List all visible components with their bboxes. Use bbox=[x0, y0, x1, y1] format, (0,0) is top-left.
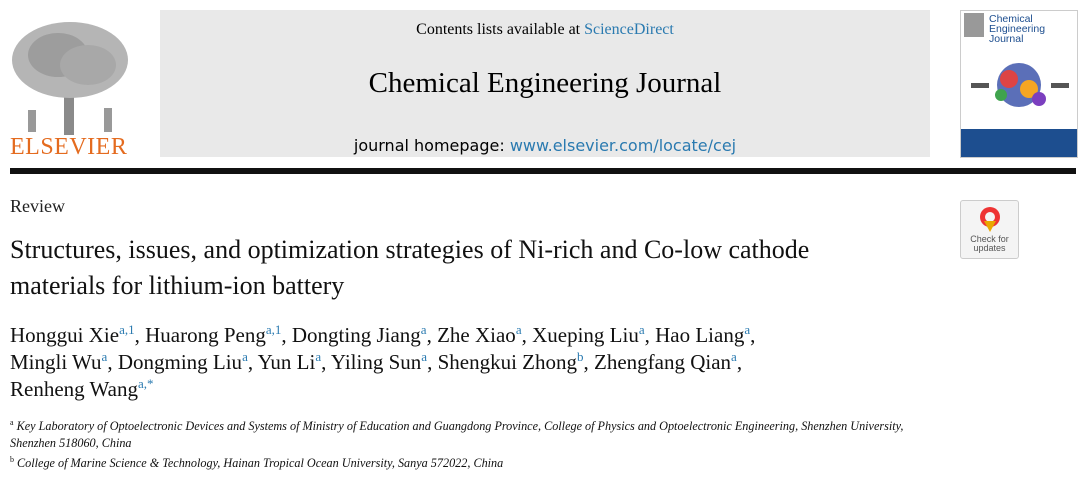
author: Zhe Xiaoa, bbox=[437, 323, 527, 347]
article-title: Structures, issues, and optimization str… bbox=[10, 235, 810, 300]
author-name: Dongting Jiang bbox=[291, 323, 421, 347]
author-name: Dongming Liu bbox=[117, 350, 243, 374]
cover: Chemical Engineering Journal bbox=[960, 10, 1078, 158]
author-separator: , bbox=[321, 350, 327, 374]
author-separator: , bbox=[427, 350, 433, 374]
author-separator: , bbox=[426, 323, 432, 347]
author-name: Zhe Xiao bbox=[437, 323, 516, 347]
cover-title: Chemical Engineering Journal bbox=[989, 13, 1046, 45]
author-name: Yiling Sun bbox=[330, 350, 422, 374]
cover-footer bbox=[961, 129, 1077, 157]
author: Mingli Wua, bbox=[10, 350, 113, 374]
author-list: Honggui Xiea,1, Huarong Penga,1, Dongtin… bbox=[10, 322, 910, 403]
journal-title: Chemical Engineering Journal bbox=[368, 67, 722, 99]
affiliation-text: Key Laboratory of Optoelectronic Devices… bbox=[10, 419, 904, 450]
author: Dongming Liua, bbox=[118, 350, 253, 374]
author: Zhengfang Qiana, bbox=[594, 350, 742, 374]
author-affiliation-mark[interactable]: a,1 bbox=[265, 322, 282, 337]
author-separator: , bbox=[583, 350, 589, 374]
author-separator: , bbox=[521, 323, 527, 347]
author-separator: , bbox=[281, 323, 287, 347]
header-rule bbox=[10, 168, 1076, 174]
author-affiliation-mark[interactable]: a bbox=[638, 322, 645, 337]
author-affiliation-mark[interactable]: a bbox=[420, 322, 427, 337]
author-affiliation-mark[interactable]: a bbox=[315, 349, 322, 364]
affiliation: a Key Laboratory of Optoelectronic Devic… bbox=[10, 418, 940, 452]
author: Yiling Suna, bbox=[331, 350, 432, 374]
author-name: Mingli Wu bbox=[10, 350, 102, 374]
author-affiliation-mark[interactable]: a bbox=[731, 349, 737, 364]
cover-logo bbox=[964, 13, 984, 37]
elsevier-tree bbox=[12, 22, 128, 135]
contents-line: Contents lists available at ScienceDirec… bbox=[160, 21, 930, 39]
author-affiliation-mark[interactable]: b bbox=[577, 349, 584, 364]
author-affiliation-mark[interactable]: a bbox=[242, 349, 248, 364]
author-affiliation-mark[interactable]: a bbox=[101, 349, 108, 364]
cover-graphic bbox=[971, 63, 1069, 107]
author: Xueping Liua, bbox=[532, 323, 650, 347]
contents-prefix: Contents lists available at bbox=[416, 21, 581, 38]
header-box bbox=[160, 10, 930, 157]
author: Dongting Jianga, bbox=[292, 323, 432, 347]
author-separator: , bbox=[750, 323, 756, 347]
homepage-prefix: journal homepage: bbox=[353, 136, 505, 155]
author-affiliation-mark[interactable]: a bbox=[515, 322, 522, 337]
author-affiliation-mark[interactable]: a bbox=[744, 322, 751, 337]
author-affiliation-mark[interactable]: a,* bbox=[137, 376, 154, 391]
author-separator: , bbox=[736, 350, 743, 374]
affiliation-text: College of Marine Science & Technology, … bbox=[17, 456, 504, 470]
author-separator: , bbox=[134, 323, 140, 347]
author: Yun Lia, bbox=[258, 350, 327, 374]
author: Hao Lianga, bbox=[655, 323, 755, 347]
affiliation-mark: a bbox=[10, 418, 14, 427]
article-type: Review bbox=[10, 196, 65, 216]
author: Honggui Xiea,1, bbox=[10, 323, 140, 347]
author-name: Honggui Xie bbox=[10, 323, 120, 347]
author: Huarong Penga,1, bbox=[145, 323, 287, 347]
author-name: Hao Liang bbox=[655, 323, 745, 347]
check-updates-badge[interactable]: Check for updates bbox=[960, 200, 1019, 259]
author: Shengkui Zhongb, bbox=[438, 350, 589, 374]
publisher: ELSEVIER bbox=[10, 134, 128, 160]
badge-label: Check for updates bbox=[970, 234, 1009, 253]
author-separator: , bbox=[644, 323, 650, 347]
homepage-line: journal homepage: www.elsevier.com/locat… bbox=[160, 136, 930, 155]
author-name: Shengkui Zhong bbox=[437, 350, 577, 374]
author: Renheng Wanga,* bbox=[10, 377, 154, 401]
author-affiliation-mark[interactable]: a,1 bbox=[119, 322, 135, 337]
affiliation-mark: b bbox=[10, 455, 14, 464]
author-name: Huarong Peng bbox=[145, 323, 266, 347]
author-separator: , bbox=[107, 350, 113, 374]
author-name: Xueping Liu bbox=[532, 323, 639, 347]
homepage-link[interactable]: www.elsevier.com/locate/cej bbox=[509, 136, 737, 155]
author-separator: , bbox=[247, 350, 254, 374]
contents-link[interactable]: ScienceDirect bbox=[584, 21, 674, 38]
author-name: Zhengfang Qian bbox=[594, 350, 732, 374]
author-name: Yun Li bbox=[257, 350, 316, 374]
author-name: Renheng Wang bbox=[10, 377, 138, 401]
badge-icon bbox=[979, 207, 1000, 232]
author-affiliation-mark[interactable]: a bbox=[421, 349, 428, 364]
affiliation: b College of Marine Science & Technology… bbox=[10, 455, 940, 472]
